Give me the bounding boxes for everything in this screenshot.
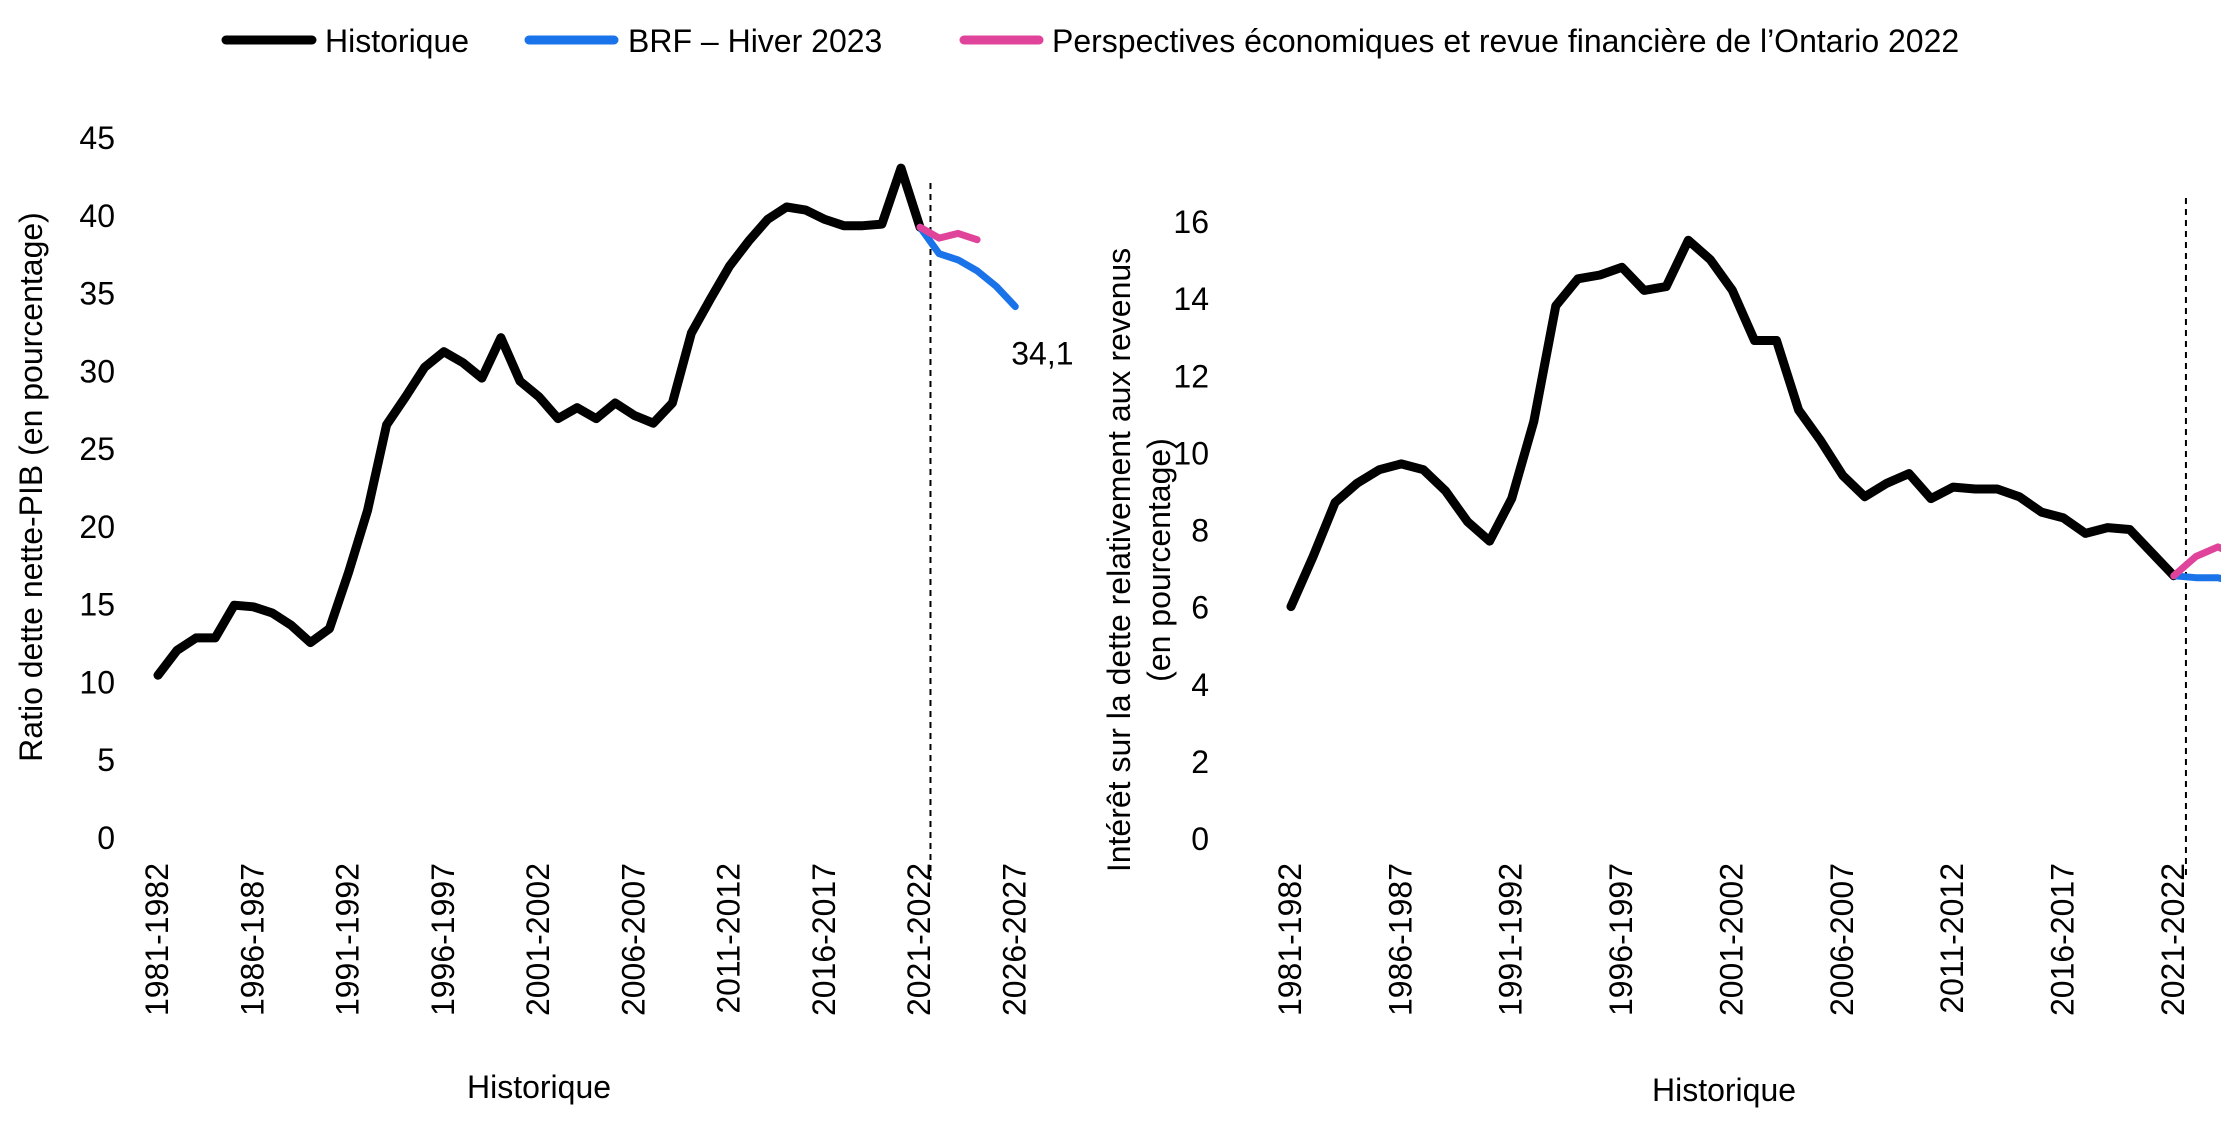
x-axis-label: Historique: [467, 1069, 611, 1105]
series-perspectives-line: [916, 223, 981, 244]
x-tick-label: 2021-2022: [901, 863, 937, 1016]
x-tick-label: 1986-1987: [1382, 863, 1418, 1016]
legend-label-brf: BRF – Hiver 2023: [628, 23, 882, 59]
chart-interest-to-revenue: 0 2 4 6 8 10 12 14 16 1981-1982 1986-1987 1991-1992…: [1101, 198, 2221, 1108]
y-tick-label: 5: [97, 742, 115, 778]
y-tick-label: 10: [1173, 435, 1209, 471]
y-tick-label: 8: [1191, 513, 1209, 549]
end-value-label: 34,1: [1011, 336, 1073, 372]
y-tick-label: 20: [79, 509, 115, 545]
y-tick-label: 0: [97, 820, 115, 856]
y-tick-label: 12: [1173, 358, 1209, 394]
series-historique-line: [1286, 235, 2179, 612]
series-brf-line: [2170, 572, 2221, 583]
y-tick-label: 30: [79, 353, 115, 389]
x-tick-label: 2001-2002: [1713, 863, 1749, 1016]
x-tick-label: 1986-1987: [234, 863, 270, 1016]
x-tick-label: 2016-2017: [2044, 863, 2080, 1016]
legend-label-perspectives: Perspectives économiques et revue financ…: [1052, 23, 1959, 59]
y-tick-label: 6: [1191, 590, 1209, 626]
x-tick-label: 2016-2017: [806, 863, 842, 1016]
x-tick-label: 2026-2027: [996, 863, 1032, 1016]
x-axis-label: Historique: [1652, 1072, 1796, 1108]
y-tick-label: 25: [79, 431, 115, 467]
legend-label-historique: Historique: [325, 23, 469, 59]
y-tick-label: 2: [1191, 744, 1209, 780]
x-tick-label: 1981-1982: [1272, 863, 1308, 1016]
series-historique-line: [153, 163, 925, 680]
x-tick-label: 1996-1997: [1603, 863, 1639, 1016]
x-tick-label: 1991-1992: [1493, 863, 1529, 1016]
y-tick-label: 45: [79, 120, 115, 156]
x-tick-label: 2001-2002: [520, 863, 556, 1016]
series-perspectives-line: [2170, 543, 2221, 580]
y-axis-label: Intérêt sur la dette relativement aux re…: [1101, 248, 1177, 872]
x-tick-label: 1991-1992: [330, 863, 366, 1016]
y-tick-label: 14: [1173, 281, 1209, 317]
x-tick-label: 1996-1997: [425, 863, 461, 1016]
legend: Historique BRF – Hiver 2023 Perspectives…: [221, 23, 1959, 59]
x-tick-label: 1981-1982: [139, 863, 175, 1016]
x-tick-label: 2011-2012: [711, 863, 747, 1014]
y-tick-label: 10: [79, 664, 115, 700]
chart-net-debt-to-gdp: 0 5 10 15 20 25 30 35 40 45 1981-1982 1986-1987 1991…: [13, 120, 1074, 1105]
series-brf-line: [916, 223, 1019, 311]
x-tick-label: 2006-2007: [615, 863, 651, 1016]
y-axis-label: Ratio dette nette-PIB (en pourcentage): [13, 212, 49, 762]
y-tick-label: 4: [1191, 667, 1209, 703]
y-tick-label: 15: [79, 587, 115, 623]
x-tick-label: 2021-2022: [2155, 863, 2191, 1016]
x-tick-label: 2006-2007: [1824, 863, 1860, 1016]
y-tick-label: 35: [79, 276, 115, 312]
y-tick-label: 0: [1191, 821, 1209, 857]
y-tick-label: 16: [1173, 204, 1209, 240]
x-tick-label: 2011-2012: [1934, 863, 1970, 1014]
y-tick-label: 40: [79, 198, 115, 234]
